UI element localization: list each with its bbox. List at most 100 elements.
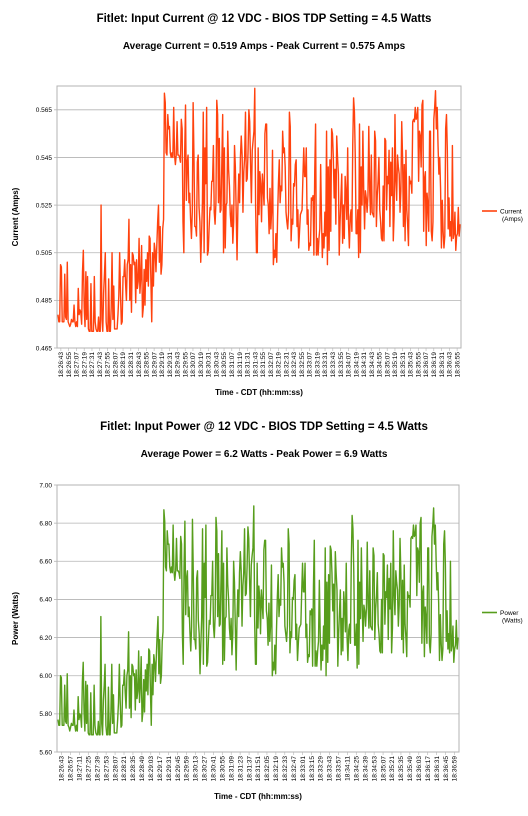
x-tick-label: 18:33:43	[327, 756, 334, 782]
y-tick-label: 0.525	[36, 202, 53, 209]
x-tick-label: 18:33:29	[318, 756, 325, 782]
power-chart-panel: Fitlet: Input Power @ 12 VDC - BIOS TDP …	[0, 408, 528, 816]
x-tick-label: 18:27:39	[94, 756, 101, 782]
x-tick-label: 18:34:53	[371, 756, 378, 782]
x-tick-label: 18:35:43	[408, 352, 415, 378]
x-tick-label: 18:30:55	[221, 352, 228, 378]
x-tick-label: 18:32:47	[291, 756, 298, 782]
x-tick-label: 18:30:27	[202, 756, 209, 782]
x-tick-label: 18:32:55	[299, 352, 306, 378]
x-tick-label: 18:27:31	[89, 352, 96, 378]
x-tick-label: 18:29:59	[184, 756, 191, 782]
x-tick-label: 18:28:21	[121, 756, 128, 782]
x-tick-label: 18:30:07	[190, 352, 197, 378]
x-tick-label: 18:31:19	[237, 352, 244, 378]
x-tick-label: 18:32:31	[283, 352, 290, 378]
series-line	[57, 87, 461, 333]
x-tick-label: 18:31:43	[252, 352, 259, 378]
y-axis-label: Power (Watts)	[11, 592, 20, 645]
x-tick-label: 18:29:45	[175, 756, 182, 782]
x-tick-label: 18:28:49	[139, 756, 146, 782]
y-tick-label: 6.00	[39, 673, 52, 680]
x-tick-label: 18:33:19	[314, 352, 321, 378]
x-tick-label: 18:32:33	[282, 756, 289, 782]
x-tick-label: 18:33:07	[307, 352, 314, 378]
x-axis-label: Time - CDT (hh:mm:ss)	[214, 792, 302, 801]
x-tick-label: 18:30:19	[198, 352, 205, 378]
x-tick-label: 18:33:55	[338, 352, 345, 378]
x-tick-label: 18:27:07	[74, 352, 81, 378]
chart-subtitle: Average Power = 6.2 Watts - Peak Power =…	[140, 449, 388, 460]
y-tick-label: 5.60	[39, 749, 52, 756]
x-tick-label: 18:35:31	[400, 352, 407, 378]
x-tick-label: 18:36:31	[434, 756, 441, 782]
x-tick-label: 18:32:05	[264, 756, 271, 782]
x-tick-label: 18:26:43	[59, 756, 66, 782]
x-tick-label: 18:29:19	[159, 352, 166, 378]
x-tick-label: 18:28:43	[136, 352, 143, 378]
x-tick-label: 18:34:19	[353, 352, 360, 378]
x-tick-label: 18:34:39	[362, 756, 369, 782]
current-chart-panel: Fitlet: Input Current @ 12 VDC - BIOS TD…	[11, 13, 523, 397]
x-tick-label: 18:36:31	[439, 352, 446, 378]
x-tick-label: 18:26:57	[68, 756, 75, 782]
x-tick-label: 18:32:07	[268, 352, 275, 378]
x-tick-label: 18:36:43	[447, 352, 454, 378]
y-tick-label: 7.00	[39, 482, 52, 489]
x-tick-label: 18:29:31	[166, 756, 173, 782]
x-tick-label: 18:36:07	[423, 352, 430, 378]
legend-unit: (Amps)	[502, 216, 523, 223]
power-chart: 7.00 6.80 6.60 6.40 6.20 6.00 5.80 5.60 18:26:43…	[11, 482, 523, 801]
x-tick-label: 18:29:31	[167, 352, 174, 378]
y-tick-label: 5.80	[39, 711, 52, 718]
legend-label: Current	[500, 208, 522, 215]
x-tick-label: 18:32:43	[291, 352, 298, 378]
x-tick-label: 18:29:55	[182, 352, 189, 378]
y-tick-label: 0.465	[36, 345, 53, 352]
x-tick-label: 18:34:11	[345, 756, 352, 781]
x-tick-label: 18:29:03	[148, 756, 155, 782]
legend-label: Power	[500, 610, 519, 617]
legend-unit: (Watts)	[502, 618, 523, 625]
x-tick-label: 18:27:11	[77, 756, 84, 781]
x-tick-label: 18:27:55	[105, 352, 112, 378]
x-tick-label: 18:33:01	[300, 756, 307, 782]
x-tick-label: 18:31:37	[246, 756, 253, 782]
x-tick-label: 18:35:21	[389, 756, 396, 782]
y-tick-label: 6.60	[39, 559, 52, 566]
x-tick-label: 18:28:31	[128, 352, 135, 378]
x-tick-label: 18:35:55	[415, 352, 422, 378]
x-tick-label: 18:31:07	[229, 352, 236, 378]
x-tick-label: 18:34:25	[353, 756, 360, 782]
x-tick-label: 18:30:13	[193, 756, 200, 782]
x-tick-label: 18:31:55	[260, 352, 267, 378]
x-tick-label: 18:30:55	[219, 756, 226, 782]
x-tick-label: 18:30:31	[206, 352, 213, 378]
x-tick-label: 18:29:07	[151, 352, 158, 378]
x-tick-label: 18:34:31	[361, 352, 368, 378]
y-axis-label: Current (Amps)	[11, 187, 20, 246]
x-tick-label: 18:28:19	[120, 352, 127, 378]
x-tick-label: 18:31:09	[228, 756, 235, 782]
x-tick-label: 18:28:35	[130, 756, 137, 782]
x-tick-label: 18:29:17	[157, 756, 164, 782]
series-line	[57, 505, 459, 736]
x-tick-label: 18:31:23	[237, 756, 244, 782]
x-tick-label: 18:27:43	[97, 352, 104, 378]
x-tick-label: 18:28:07	[112, 756, 119, 782]
x-tick-label: 18:34:55	[377, 352, 384, 378]
x-tick-label: 18:36:45	[443, 756, 450, 782]
x-tick-label: 18:32:19	[273, 756, 280, 782]
chart-title: Fitlet: Input Current @ 12 VDC - BIOS TD…	[96, 13, 432, 25]
y-tick-label: 6.20	[39, 635, 52, 642]
x-tick-label: 18:34:07	[346, 352, 353, 378]
x-tick-label: 18:30:43	[213, 352, 220, 378]
x-tick-label: 18:34:43	[369, 352, 376, 378]
x-tick-label: 18:27:53	[103, 756, 110, 782]
x-tick-label: 18:27:19	[81, 352, 88, 378]
x-tick-label: 18:33:57	[336, 756, 343, 782]
x-tick-label: 18:33:31	[322, 352, 329, 378]
x-tick-label: 18:35:19	[392, 352, 399, 378]
x-tick-label: 18:36:17	[425, 756, 432, 782]
